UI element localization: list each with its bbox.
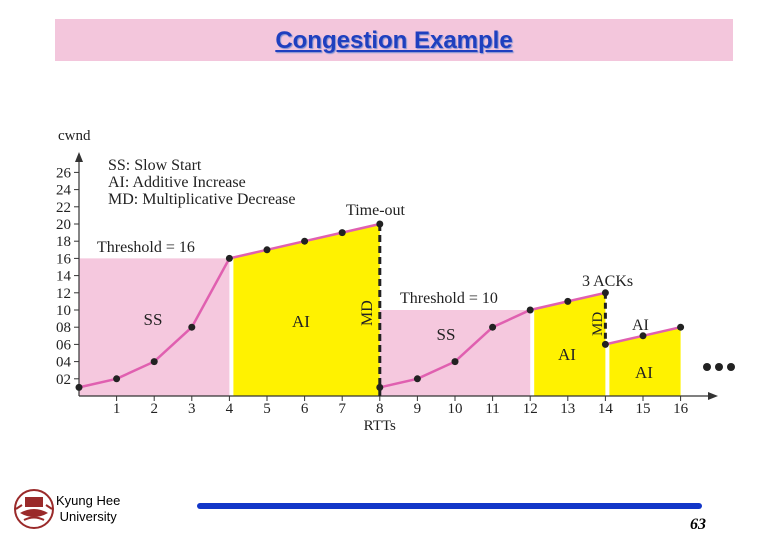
x-tick-label: 10: [448, 401, 463, 417]
x-tick-label: 5: [263, 401, 271, 417]
y-tick-label: 20: [56, 217, 71, 233]
cwnd-point: [225, 254, 233, 262]
region-additive-2: [233, 224, 380, 396]
cwnd-point: [376, 220, 384, 228]
continuation-dot: [715, 363, 723, 371]
y-tick-label: 16: [56, 251, 72, 267]
threshold-label-2: Threshold = 10: [400, 290, 498, 307]
cwnd-point: [639, 332, 647, 340]
timeout-label: Time-out: [346, 202, 406, 219]
y-tick-label: 18: [56, 234, 71, 250]
region-additive-5: [609, 327, 681, 396]
x-tick-label: 6: [301, 401, 309, 417]
region-additive-4: [534, 292, 606, 396]
x-tick-label: 7: [338, 401, 346, 417]
x-axis-arrow: [708, 392, 718, 400]
footer-divider: [197, 503, 702, 509]
university-line-1: Kyung Hee: [56, 493, 121, 508]
y-axis-arrow: [75, 152, 83, 162]
x-tick-label: 2: [150, 401, 158, 417]
cwnd-point: [564, 297, 572, 305]
cwnd-point: [526, 306, 534, 314]
x-tick-label: 4: [226, 401, 234, 417]
acks-label: 3 ACKs: [582, 273, 633, 290]
university-line-2: University: [59, 509, 117, 524]
cwnd-point: [489, 323, 497, 331]
cwnd-point: [413, 375, 421, 383]
y-tick-label: 26: [56, 165, 72, 181]
region-label-additive: AI: [635, 363, 653, 382]
legend-md: MD: Multiplicative Decrease: [108, 191, 296, 208]
x-tick-label: 9: [414, 401, 422, 417]
cwnd-point: [601, 340, 609, 348]
x-tick-label: 8: [376, 401, 384, 417]
region-label-additive: AI: [292, 312, 310, 331]
x-tick-label: 16: [673, 401, 689, 417]
y-tick-label: 04: [56, 355, 72, 371]
md-label-1: MD: [359, 300, 376, 326]
cwnd-point: [601, 289, 609, 297]
cwnd-point: [338, 229, 346, 237]
x-tick-label: 3: [188, 401, 196, 417]
x-tick-label: 15: [636, 401, 651, 417]
cwnd-point: [677, 323, 685, 331]
x-axis-label: RTTs: [364, 418, 396, 434]
y-tick-label: 08: [56, 320, 71, 336]
title-band: Congestion Example: [55, 19, 733, 61]
x-tick-label: 11: [485, 401, 499, 417]
region-label-additive: AI: [558, 345, 576, 364]
y-tick-label: 06: [56, 337, 72, 353]
cwnd-point: [75, 383, 83, 391]
cwnd-point: [188, 323, 196, 331]
legend-ss: SS: Slow Start: [108, 157, 202, 174]
md-label-2: MD: [590, 312, 606, 336]
x-tick-label: 12: [523, 401, 538, 417]
cwnd-point: [376, 383, 384, 391]
x-tick-label: 1: [113, 401, 121, 417]
congestion-chart: 1 2 3 4 5 6 7 8 9 10 11 12 13 14 15 1602040608101214161…: [56, 128, 735, 434]
cwnd-point: [150, 358, 158, 366]
region-label-slow-start: SS: [437, 325, 456, 344]
region-slow-start-1: [79, 258, 230, 396]
y-tick-label: 10: [56, 303, 71, 319]
y-tick-label: 12: [56, 286, 71, 302]
page-number: 63: [690, 516, 706, 533]
legend-ai: AI: Additive Increase: [108, 174, 246, 191]
cwnd-point: [113, 375, 121, 383]
y-tick-label: 22: [56, 200, 71, 216]
x-tick-label: 14: [598, 401, 614, 417]
continuation-dot: [703, 363, 711, 371]
y-tick-label: 14: [56, 269, 72, 285]
continuation-dot: [727, 363, 735, 371]
x-tick-label: 13: [560, 401, 575, 417]
university-name: Kyung Hee University: [56, 493, 120, 525]
cwnd-point: [451, 358, 459, 366]
y-axis-label: cwnd: [58, 128, 91, 144]
cwnd-point: [301, 237, 309, 245]
region-label-slow-start: SS: [144, 310, 163, 329]
y-tick-label: 24: [56, 183, 72, 199]
cwnd-point: [263, 246, 271, 254]
university-seal-icon: [14, 489, 54, 529]
ai-label-small: AI: [632, 317, 649, 334]
slide-title: Congestion Example: [275, 27, 513, 54]
y-tick-label: 02: [56, 372, 71, 388]
region-slow-start-3: [379, 310, 531, 396]
threshold-label-1: Threshold = 16: [97, 239, 195, 256]
